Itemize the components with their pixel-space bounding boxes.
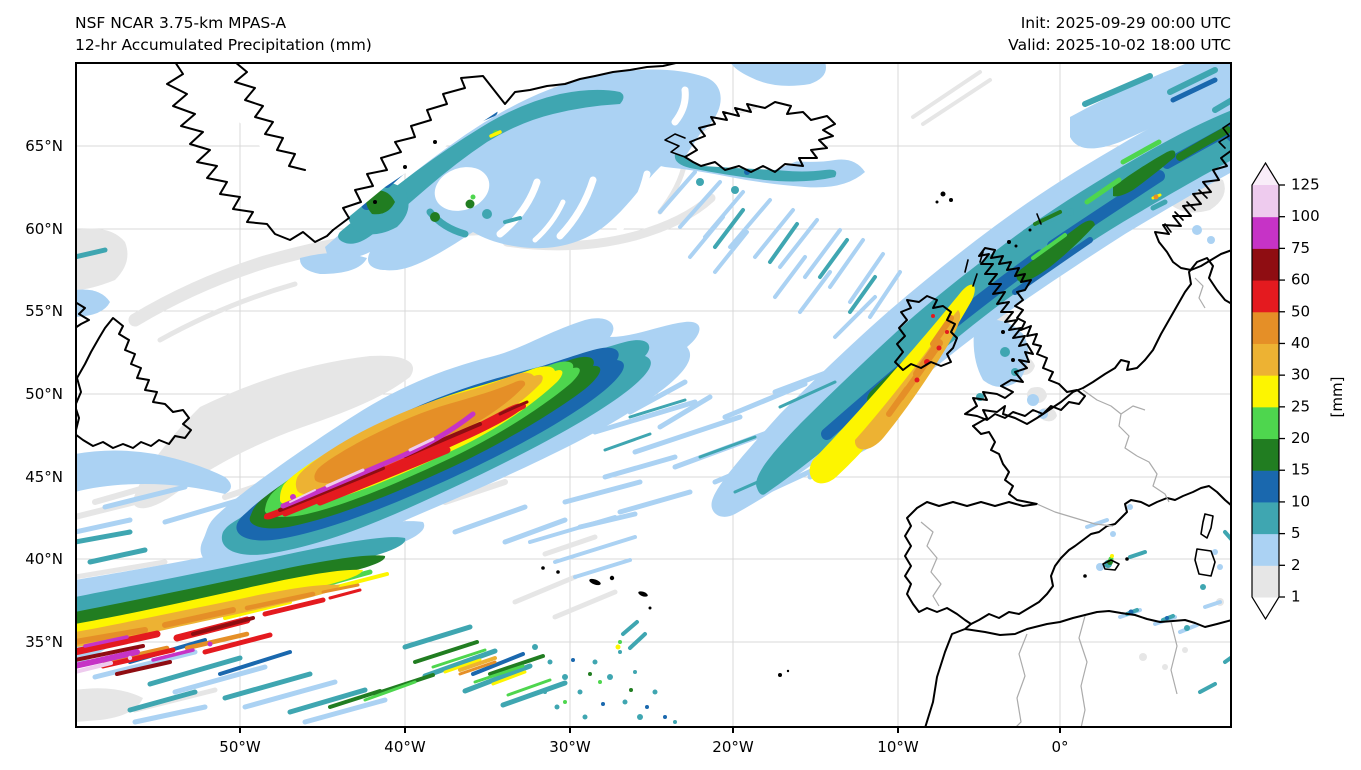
lon-tick [732, 728, 734, 733]
colorbar-segment-9 [1252, 280, 1279, 313]
faroe-islands [935, 191, 953, 204]
corsica-coast [1200, 513, 1214, 539]
colorbar-tick-label-60: 60 [1291, 271, 1310, 289]
colorbar-segment-11 [1252, 216, 1279, 249]
greenland-east-coast [332, 62, 681, 231]
border-algeria-east [1170, 621, 1178, 695]
lat-label-65°N: 65°N [25, 137, 63, 155]
azores-islands [541, 566, 652, 610]
lon-tick [404, 728, 406, 733]
lat-label-40°N: 40°N [25, 550, 63, 568]
precip-pink-100-125mm [75, 437, 435, 674]
colorbar-segment-6 [1252, 375, 1279, 408]
colorbar-tick-label-10: 10 [1291, 492, 1310, 510]
border-france-belgium-germany [1082, 389, 1138, 457]
balearic-islands [1083, 557, 1129, 578]
colorbar-tick-label-75: 75 [1291, 239, 1310, 257]
madeira-island [778, 669, 790, 677]
lat-label-55°N: 55°N [25, 302, 63, 320]
colorbar-segment-5 [1252, 406, 1279, 440]
border-switzerland-north [1120, 405, 1146, 415]
shetland-orkney-islands [1007, 213, 1042, 248]
iceland-landmask [685, 106, 833, 170]
colorbar-segment-12 [1252, 185, 1279, 218]
map-canvas [75, 62, 1232, 728]
colorbar-segment-2 [1252, 501, 1279, 535]
colorbar-segment-7 [1252, 343, 1279, 376]
colorbar-tick-label-1: 1 [1291, 588, 1301, 606]
iceland-westfjords [664, 133, 686, 158]
colorbar-segment-4 [1252, 438, 1279, 471]
colorbar-tick-label-100: 100 [1291, 207, 1320, 225]
lon-label-10°W: 10°W [877, 738, 919, 756]
lon-label-50°W: 50°W [219, 738, 261, 756]
lat-label-45°N: 45°N [25, 468, 63, 486]
map-frame [75, 62, 1232, 728]
colorbar-segment-0 [1252, 565, 1279, 598]
colorbar-segment-10 [1252, 248, 1279, 281]
border-morocco-algeria [1014, 633, 1028, 728]
colorbar-under-arrow [1252, 597, 1279, 619]
colorbar-tick-label-25: 25 [1291, 397, 1310, 415]
title-line-2: 12-hr Accumulated Precipitation (mm) [75, 36, 372, 54]
ireland-coast [894, 295, 958, 371]
colorbar-segment-1 [1252, 533, 1279, 566]
precip-magenta-75-100mm [75, 411, 476, 669]
isle-of-man [1001, 330, 1005, 334]
labrador-coast [75, 301, 90, 329]
colorbar-tick-label-40: 40 [1291, 334, 1310, 352]
iberia-france-coast [904, 425, 1232, 625]
lon-label-40°W: 40°W [384, 738, 426, 756]
norway-ne-coast [1218, 121, 1232, 149]
border-spain-france [1036, 503, 1114, 527]
time-info: Init: 2025-09-29 00:00 UTC Valid: 2025-1… [1008, 12, 1231, 56]
lat-label-35°N: 35°N [25, 633, 63, 651]
colorbar-tick-label-20: 20 [1291, 429, 1310, 447]
lon-label-20°W: 20°W [712, 738, 754, 756]
greenland-west-fjords [234, 62, 306, 171]
colorbar-segment-8 [1252, 311, 1279, 344]
colorbar-tick-label-15: 15 [1291, 461, 1310, 479]
lat-label-60°N: 60°N [25, 220, 63, 238]
lon-tick [1059, 728, 1061, 733]
lat-label-50°N: 50°N [25, 385, 63, 403]
valid-time: Valid: 2025-10-02 18:00 UTC [1008, 36, 1231, 54]
sardinia-coast [1194, 548, 1216, 577]
north-africa-coast [924, 610, 1232, 728]
lon-label-0°: 0° [1051, 738, 1069, 756]
anglesey-island [1011, 358, 1015, 362]
country-borders [920, 277, 1206, 728]
colorbar-segment-3 [1252, 470, 1279, 503]
colorbar-tick-label-5: 5 [1291, 524, 1301, 542]
norway-coast [1154, 149, 1232, 271]
lon-label-30°W: 30°W [549, 738, 591, 756]
continental-north-coast [972, 257, 1232, 427]
colorbar-tick-label-50: 50 [1291, 302, 1310, 320]
colorbar-tick-label-125: 125 [1291, 176, 1320, 194]
lon-tick [239, 728, 241, 733]
lon-tick [569, 728, 571, 733]
iceland-coast [684, 101, 836, 173]
greenland-landmask [170, 62, 680, 230]
plot-title: NSF NCAR 3.75-km MPAS-A 12-hr Accumulate… [75, 12, 372, 56]
border-algeria-west [1078, 615, 1088, 728]
colorbar-tick-label-2: 2 [1291, 556, 1301, 574]
title-line-1: NSF NCAR 3.75-km MPAS-A [75, 14, 287, 32]
colorbar-tick-label-30: 30 [1291, 366, 1310, 384]
colorbar-unit-label: [mm] [1328, 376, 1346, 418]
hebrides-islands [964, 251, 984, 287]
coastlines [75, 62, 1232, 728]
border-alps [1136, 455, 1170, 503]
norway-fjords [1164, 189, 1208, 233]
lon-tick [897, 728, 899, 733]
border-portugal-spain [920, 521, 942, 607]
greenland-west-coast [166, 62, 334, 243]
swirl-clear-eye [434, 86, 689, 243]
init-time: Init: 2025-09-29 00:00 UTC [1020, 14, 1231, 32]
border-germany-denmark [1194, 277, 1206, 309]
colorbar-over-arrow [1252, 163, 1279, 185]
